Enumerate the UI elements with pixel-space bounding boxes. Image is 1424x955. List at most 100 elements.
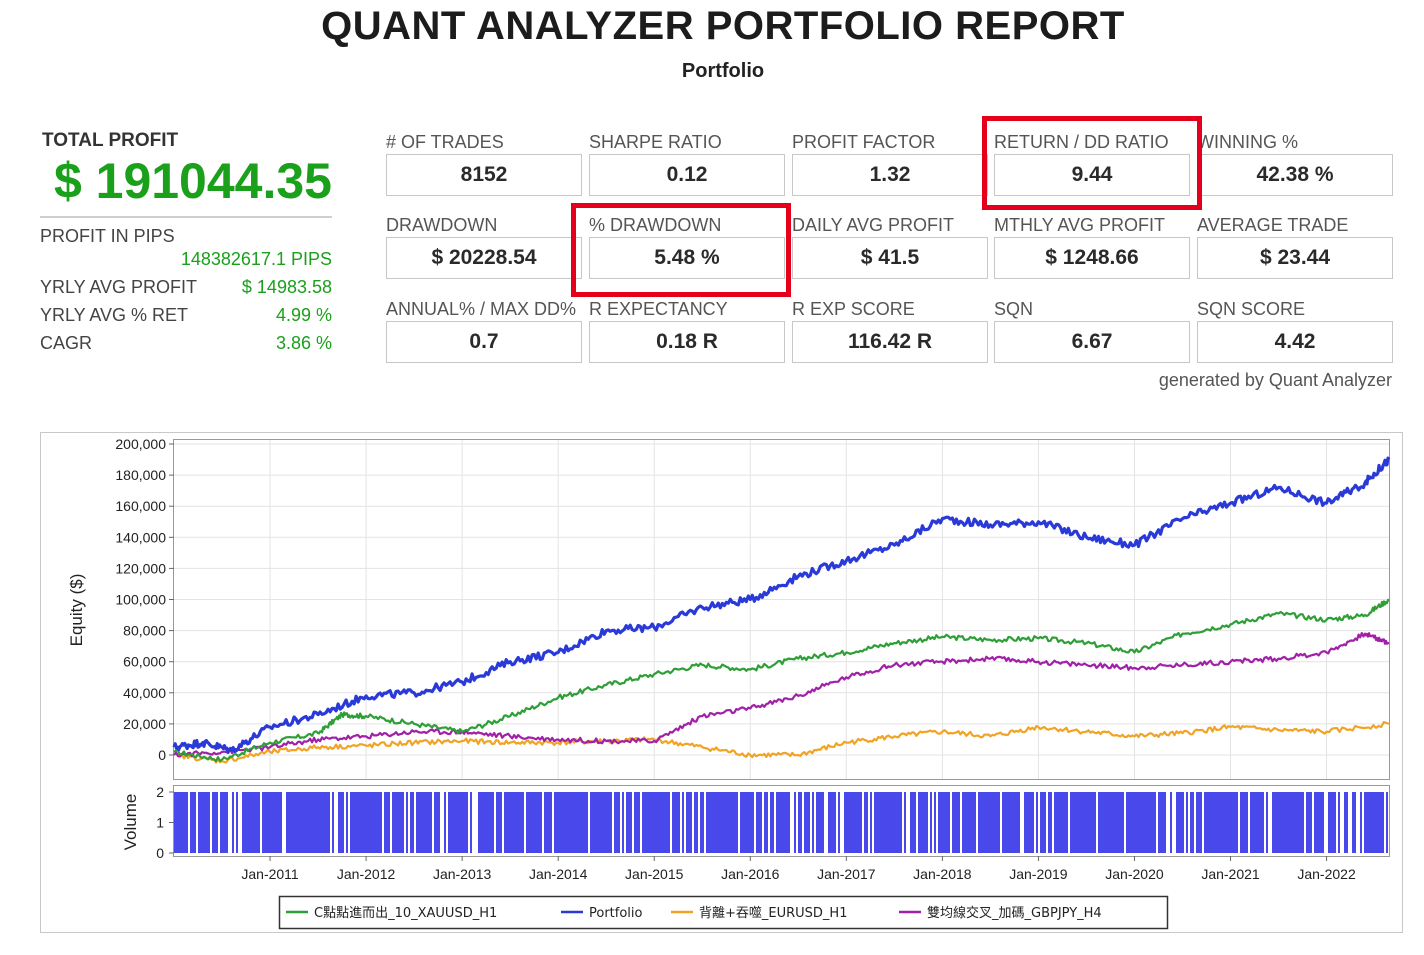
- metric-average-trade: AVERAGE TRADE $ 23.44: [1197, 213, 1393, 279]
- total-profit-value: $ 191044.35: [53, 153, 332, 209]
- metric-value: 0.12: [589, 154, 785, 196]
- metric-value: 116.42 R: [792, 321, 988, 363]
- metric-value: 0.7: [386, 321, 582, 363]
- y-tick-label: 200,000: [115, 436, 166, 452]
- pips-label: PROFIT IN PIPS: [40, 226, 175, 246]
- metric-return-dd-ratio: RETURN / DD RATIO 9.44: [994, 130, 1190, 196]
- volume-axis-label: Volume: [121, 794, 140, 851]
- metric-value: 1.32: [792, 154, 988, 196]
- pips-value: 148382617.1 PIPS: [180, 249, 332, 269]
- y-tick-label: 20,000: [123, 716, 166, 732]
- equity-series: [172, 456, 1391, 764]
- metric-pct-drawdown: % DRAWDOWN 5.48 %: [589, 213, 785, 279]
- y-tick-label: 0: [156, 845, 164, 861]
- metric-sharpe-ratio: SHARPE RATIO 0.12: [589, 130, 785, 196]
- x-tick-label: Jan-2020: [1105, 866, 1164, 882]
- metric-sqn-score: SQN SCORE 4.42: [1197, 297, 1393, 363]
- chart-legend: [278, 895, 1169, 930]
- metric-label: DRAWDOWN: [386, 215, 498, 235]
- equity-plot-area: [173, 439, 1390, 780]
- equity-y-axis: 200,000 180,000 160,000 140,000 120,000 100,0…: [115, 436, 174, 763]
- y-tick-label: 0: [158, 747, 166, 763]
- report-title: QUANT ANALYZER PORTFOLIO REPORT: [321, 4, 1125, 48]
- equity-axis-label: Equity ($): [67, 574, 86, 647]
- metric-label: # OF TRADES: [386, 132, 504, 152]
- metric-annual-max-dd: ANNUAL% / MAX DD% 0.7: [386, 297, 582, 363]
- metric-label: WINNING %: [1197, 132, 1298, 152]
- metric-label: MTHLY AVG PROFIT: [994, 215, 1166, 235]
- y-tick-label: 120,000: [115, 560, 166, 576]
- x-tick-label: Jan-2011: [241, 866, 299, 882]
- metric-value: $ 41.5: [792, 237, 988, 279]
- series-line: [173, 598, 1390, 763]
- metric-value: $ 23.44: [1197, 237, 1393, 279]
- legend-label: 背離+吞噬_EURUSD_H1: [699, 906, 847, 921]
- y-tick-label: 100,000: [115, 592, 166, 608]
- metric-drawdown: DRAWDOWN $ 20228.54: [386, 213, 582, 279]
- y-tick-label: 2: [156, 784, 164, 800]
- legend-items: C點點進而出_10_XAUUSD_H1 Portfolio 背離+吞噬_EURUSD…: [286, 905, 1102, 921]
- metric-label: % DRAWDOWN: [589, 215, 722, 235]
- highlight-box-pct-drawdown: [571, 203, 791, 297]
- series-line: [173, 720, 1390, 764]
- metric-value: 9.44: [994, 154, 1190, 196]
- generated-by-note: generated by Quant Analyzer: [1158, 370, 1392, 390]
- metric-label: DAILY AVG PROFIT: [792, 215, 955, 235]
- summary-row: YRLY AVG % RET 4.99 %: [40, 305, 332, 326]
- metric-value: 5.48 %: [589, 237, 785, 279]
- metric-trades: # OF TRADES 8152: [386, 130, 582, 196]
- summary-row-value: 4.99 %: [275, 305, 332, 325]
- summary-row: CAGR 3.86 %: [40, 333, 332, 354]
- metric-label: PROFIT FACTOR: [792, 132, 936, 152]
- x-tick-label: Jan-2013: [433, 866, 492, 882]
- metric-label: SHARPE RATIO: [589, 132, 722, 152]
- y-tick-label: 160,000: [115, 498, 166, 514]
- metric-label: R EXPECTANCY: [589, 299, 728, 319]
- summary-panel: TOTAL PROFIT $ 191044.35 PROFIT IN PIPS …: [40, 130, 332, 354]
- summary-row-value: 3.86 %: [275, 333, 332, 353]
- summary-row-label: CAGR: [40, 333, 93, 353]
- metric-value: 8152: [386, 154, 582, 196]
- metric-daily-avg-profit: DAILY AVG PROFIT $ 41.5: [792, 213, 988, 279]
- metric-winning-pct: WINNING % 42.38 %: [1197, 130, 1393, 196]
- metric-mthly-avg-profit: MTHLY AVG PROFIT $ 1248.66: [994, 213, 1190, 279]
- y-tick-label: 1: [156, 815, 164, 831]
- x-tick-label: Jan-2018: [913, 866, 972, 882]
- y-tick-label: 40,000: [123, 685, 166, 701]
- equity-grid: [174, 440, 1389, 779]
- highlight-box-return-dd: [982, 116, 1202, 210]
- x-tick-label: Jan-2015: [625, 866, 684, 882]
- metric-label: SQN: [994, 299, 1034, 319]
- metric-value: $ 20228.54: [386, 237, 582, 279]
- legend-label: Portfolio: [589, 906, 643, 921]
- metric-r-exp-score: R EXP SCORE 116.42 R: [792, 297, 988, 363]
- metric-label: SQN SCORE: [1197, 299, 1306, 319]
- metric-label: RETURN / DD RATIO: [994, 132, 1169, 152]
- x-tick-label: Jan-2014: [529, 866, 588, 882]
- y-tick-label: 60,000: [123, 654, 166, 670]
- metric-label: ANNUAL% / MAX DD%: [386, 299, 577, 319]
- summary-row-label: YRLY AVG PROFIT: [40, 277, 198, 297]
- summary-row-label: YRLY AVG % RET: [40, 305, 189, 325]
- metric-label: AVERAGE TRADE: [1197, 215, 1349, 235]
- x-tick-label: Jan-2016: [721, 866, 780, 882]
- metric-label: R EXP SCORE: [792, 299, 915, 319]
- legend-label: 雙均線交叉_加碼_GBPJPY_H4: [927, 905, 1102, 921]
- x-axis: Jan-2011 Jan-2012 Jan-2013 Jan-2014 Jan-2015…: [241, 856, 1356, 882]
- volume-bars: [174, 792, 1388, 853]
- y-tick-label: 80,000: [123, 623, 166, 639]
- series-line: [172, 456, 1391, 755]
- y-tick-label: 140,000: [115, 529, 166, 545]
- x-tick-label: Jan-2022: [1297, 866, 1356, 882]
- x-tick-label: Jan-2012: [337, 866, 396, 882]
- metric-value: 4.42: [1197, 321, 1393, 363]
- metric-value: 0.18 R: [589, 321, 785, 363]
- series-line: [173, 631, 1390, 758]
- metric-value: $ 1248.66: [994, 237, 1190, 279]
- total-profit-label: TOTAL PROFIT: [42, 130, 179, 151]
- legend-label: C點點進而出_10_XAUUSD_H1: [314, 906, 497, 921]
- metric-value: 6.67: [994, 321, 1190, 363]
- summary-row: YRLY AVG PROFIT $ 14983.58: [40, 277, 332, 298]
- divider: [40, 216, 332, 218]
